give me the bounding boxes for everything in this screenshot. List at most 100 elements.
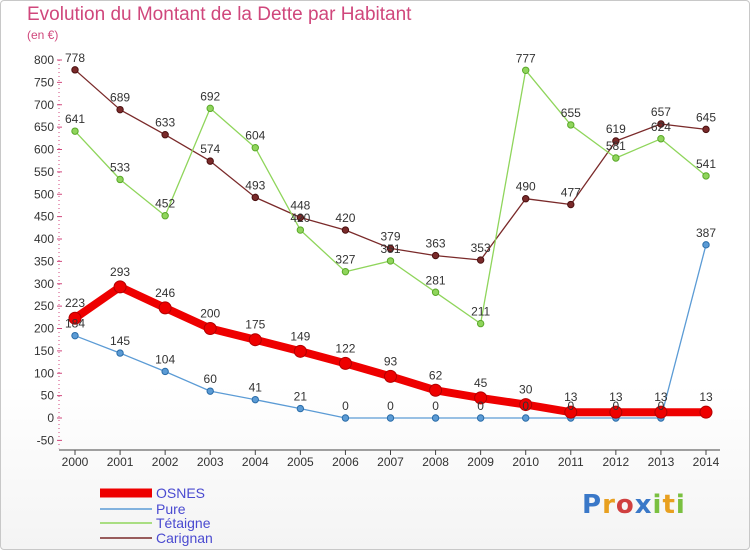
logo-letter: o (615, 490, 635, 520)
data-point (567, 121, 575, 129)
data-point (113, 280, 127, 294)
logo-letter: r (602, 490, 616, 520)
data-point (476, 256, 485, 264)
data-label: 184 (65, 317, 85, 331)
x-tick-label: 2013 (648, 455, 675, 469)
y-tick-label: 500 (34, 187, 54, 201)
proxiti-logo: Proxiti (582, 490, 686, 520)
y-tick-label: 200 (34, 322, 54, 336)
y-tick-label: 650 (34, 120, 54, 134)
data-label: 0 (477, 399, 484, 413)
data-point (251, 144, 259, 152)
data-point (68, 311, 82, 325)
data-point (116, 175, 124, 184)
data-label: 223 (65, 296, 85, 310)
data-label: 0 (658, 399, 665, 413)
data-label: 30 (519, 383, 533, 397)
data-label: 574 (200, 142, 220, 156)
data-point (206, 104, 214, 113)
data-label: 0 (342, 399, 349, 413)
data-label: 0 (613, 399, 620, 413)
data-point (161, 212, 169, 220)
data-label: 645 (696, 110, 716, 124)
data-point (251, 193, 259, 202)
data-point (431, 414, 440, 422)
legend-label-tétaigne: Tétaigne (156, 515, 211, 531)
data-point (567, 200, 575, 209)
data-point (612, 137, 620, 145)
data-label: 60 (204, 372, 218, 386)
logo-letter: i (675, 490, 686, 520)
series-layer (68, 66, 713, 422)
data-label: 448 (290, 199, 310, 213)
data-label: 533 (110, 160, 130, 174)
data-label: 777 (516, 51, 536, 65)
legend-label-osnes: OSNES (156, 485, 205, 501)
x-tick-label: 2006 (332, 455, 359, 469)
x-tick-label: 2001 (107, 455, 134, 469)
logo-letter: i (652, 490, 663, 520)
data-point (251, 395, 259, 404)
y-tick-label: 700 (34, 98, 54, 112)
data-point (203, 322, 217, 335)
data-label: 293 (110, 265, 130, 279)
x-tick-label: 2009 (467, 455, 494, 469)
data-label: 211 (471, 305, 490, 319)
data-point (654, 405, 668, 419)
unit-label: (en €) (27, 28, 59, 42)
y-tick-label: 400 (34, 232, 54, 246)
data-point (522, 66, 530, 74)
data-label: 13 (654, 390, 668, 404)
x-tick-label: 2000 (62, 455, 89, 469)
legend-label-pure: Pure (156, 501, 186, 517)
data-label: 604 (245, 129, 265, 143)
x-tick-label: 2008 (422, 455, 449, 469)
data-point (296, 213, 305, 222)
data-label: 477 (561, 186, 581, 200)
data-label: 493 (245, 178, 265, 192)
x-tick-label: 2003 (197, 455, 224, 469)
data-label: 0 (432, 399, 439, 413)
data-point (71, 127, 79, 135)
x-tick-label: 2002 (152, 455, 179, 469)
logo-letter: P (582, 490, 603, 520)
data-label: 420 (290, 211, 310, 225)
data-label: 62 (429, 368, 443, 382)
data-point (296, 404, 305, 413)
data-label: 363 (426, 237, 446, 251)
y-tick-label: 300 (34, 277, 54, 291)
data-label: 200 (200, 307, 220, 321)
x-tick-label: 2012 (603, 455, 630, 469)
data-label: 619 (606, 122, 626, 136)
x-tick-label: 2007 (377, 455, 404, 469)
data-point (206, 157, 214, 165)
data-label: 452 (155, 197, 175, 211)
data-label: 655 (561, 106, 581, 120)
data-point (431, 251, 440, 260)
data-labels: 223 293 246 200 175 149 122 93 62 45 30 13 13 13 13 184… (65, 51, 716, 413)
data-label: 327 (335, 253, 355, 267)
data-label: 145 (110, 334, 130, 348)
y-tick-label: 600 (34, 143, 54, 157)
data-point (386, 257, 395, 265)
data-point (293, 344, 307, 358)
y-tick-label: -50 (37, 433, 55, 447)
data-point (612, 154, 620, 162)
data-label: 122 (335, 341, 355, 355)
data-label: 387 (696, 226, 716, 240)
data-label: 351 (380, 242, 400, 256)
data-point (522, 414, 530, 422)
data-point (296, 226, 305, 234)
data-point (116, 105, 124, 114)
data-point (161, 131, 169, 139)
data-label: 45 (474, 376, 488, 390)
y-tick-label: 450 (34, 210, 54, 224)
data-point (702, 241, 710, 249)
data-point (341, 414, 350, 422)
data-label: 281 (426, 273, 446, 287)
data-label: 246 (155, 286, 175, 300)
data-label: 778 (65, 51, 85, 65)
data-point (522, 195, 530, 203)
data-point (206, 387, 214, 395)
